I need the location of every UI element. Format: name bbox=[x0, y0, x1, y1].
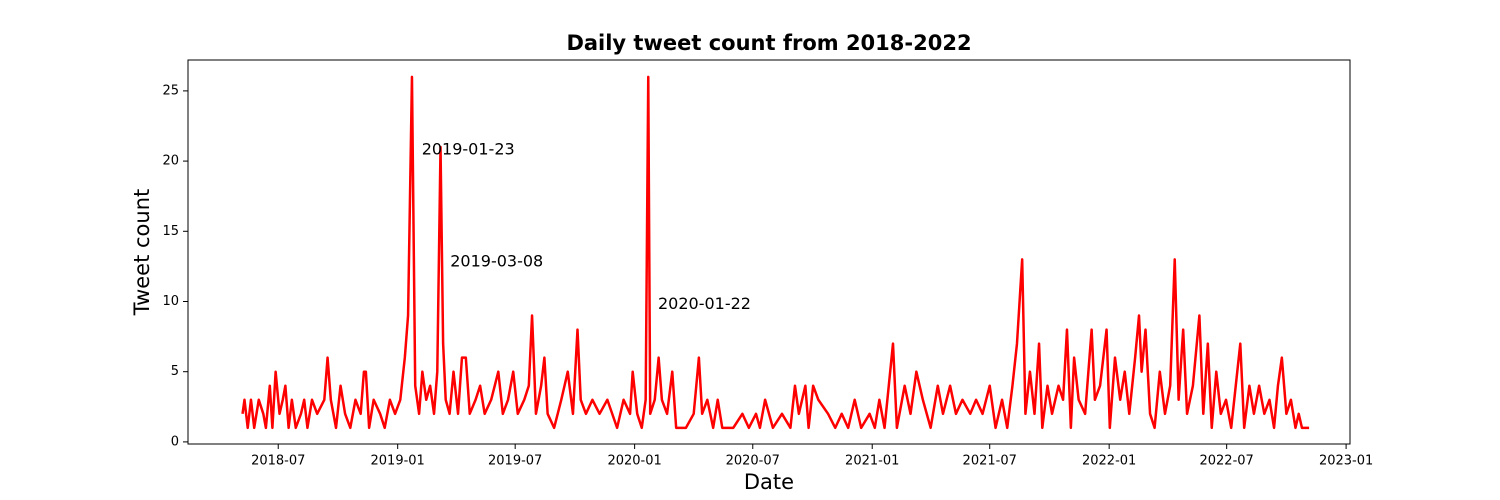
annotation: 2019-01-23 bbox=[422, 139, 515, 158]
x-tick-label: 2022-07 bbox=[1199, 454, 1253, 469]
y-tick-label: 5 bbox=[171, 364, 179, 379]
x-tick-label: 2021-01 bbox=[845, 454, 899, 469]
y-tick-label: 15 bbox=[162, 224, 179, 239]
y-tick-label: 25 bbox=[162, 83, 179, 98]
x-tick-label: 2018-07 bbox=[251, 454, 305, 469]
x-tick-label: 2022-01 bbox=[1082, 454, 1136, 469]
x-axis-label: Date bbox=[744, 470, 794, 494]
annotation: 2020-01-22 bbox=[658, 294, 751, 313]
data-line bbox=[241, 75, 1310, 430]
chart-title: Daily tweet count from 2018-2022 bbox=[566, 31, 971, 55]
x-tick-label: 2020-07 bbox=[726, 454, 780, 469]
annotation: 2019-03-08 bbox=[450, 252, 543, 271]
x-tick-label: 2023-01 bbox=[1319, 454, 1373, 469]
y-tick-label: 20 bbox=[162, 154, 179, 169]
x-tick-label: 2020-01 bbox=[607, 454, 661, 469]
x-tick-label: 2019-01 bbox=[371, 454, 425, 469]
y-tick-label: 0 bbox=[171, 434, 179, 449]
y-tick-label: 10 bbox=[162, 294, 179, 309]
x-tick-label: 2019-07 bbox=[488, 454, 542, 469]
x-tick-label: 2021-07 bbox=[963, 454, 1017, 469]
plot-frame bbox=[187, 59, 1351, 445]
y-axis-label: Tweet count bbox=[130, 189, 154, 317]
